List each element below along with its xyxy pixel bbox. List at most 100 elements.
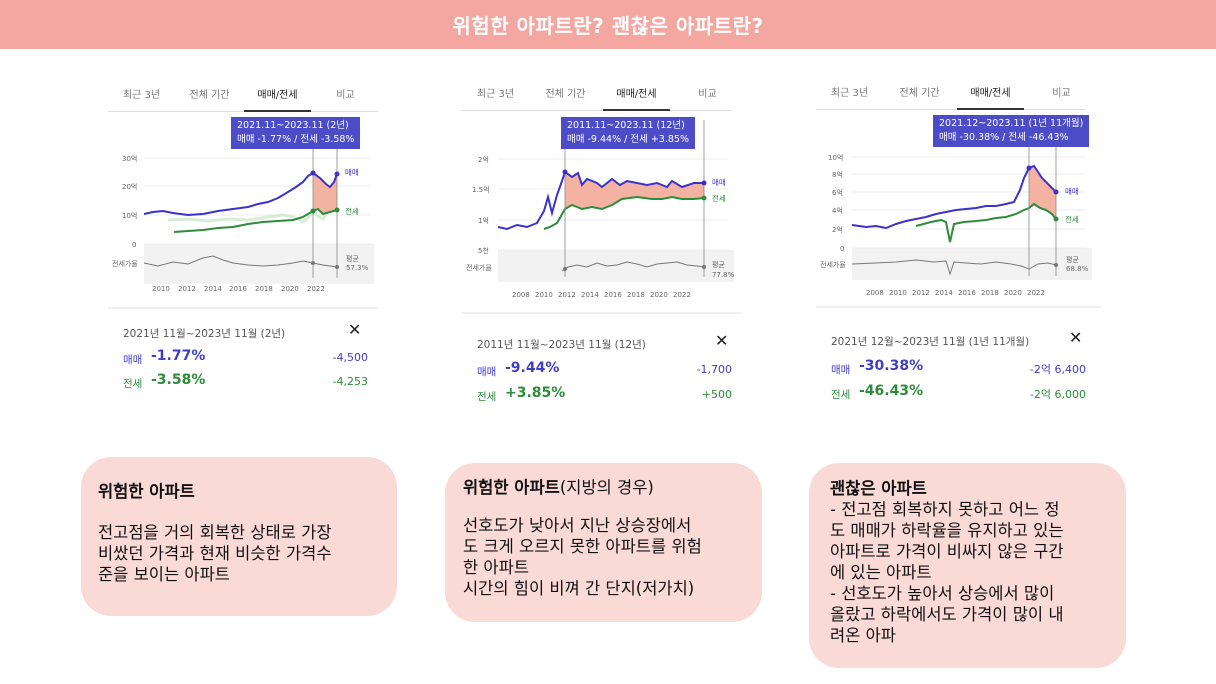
drop-area-fill: [565, 172, 704, 209]
summary-jeonse-pct: -46.43%: [859, 383, 924, 399]
x-tick: 2012: [178, 285, 196, 293]
avg-value: 77.8%: [712, 271, 735, 279]
tab-compare[interactable]: 비교: [336, 90, 355, 101]
x-tick: 2008: [866, 289, 884, 297]
summary-jeonse-pct: +3.85%: [505, 385, 566, 401]
y-tick: 30억: [122, 155, 137, 163]
sale-price-line: [497, 170, 704, 231]
tab-sale-jeonse[interactable]: 매매/전세: [244, 80, 311, 112]
chart-panel-1: 최근 3년 전체 기간 매매/전세 비교 30억 20억 10억 0 전세가율 …: [108, 80, 408, 410]
jeonse-price-line: [173, 207, 338, 233]
tooltip-range: 2011.11~2023.11 (12년): [567, 120, 685, 131]
x-tick: 2010: [889, 289, 907, 297]
chart-panel-2: 최근 3년 전체 기간 매매/전세 비교 2억 1.5억 1억 5천 전세가율 …: [462, 79, 762, 409]
tab-all-period[interactable]: 전체 기간: [545, 89, 586, 100]
tooltip-range: 2021.11~2023.11 (2년): [237, 120, 349, 131]
sale-price-line: [851, 164, 1057, 230]
sale-price-line: [143, 171, 338, 217]
ratio-band: [144, 244, 374, 284]
tooltip-range: 2021.12~2023.11 (1년 11개월): [939, 118, 1084, 129]
note-risky-apartment-local: 위험한 아파트(지방의 경우) 선호도가 낮아서 지난 상승장에서 도 크게 오…: [445, 463, 762, 622]
tab-sale-jeonse[interactable]: 매매/전세: [603, 79, 670, 111]
tab-sale-jeonse[interactable]: 매매/전세: [957, 78, 1024, 110]
note-title: 위험한 아파트(지방의 경우): [463, 478, 654, 497]
avg-value: 57.3%: [346, 264, 369, 272]
y-tick: 0: [132, 241, 136, 249]
summary-jeonse-diff: -2억 6,000: [1029, 388, 1086, 401]
x-tick: 2014: [581, 291, 599, 299]
tab-recent-3y[interactable]: 최근 3년: [122, 90, 161, 101]
summary-sale-row: 매매 -30.38% -2억 6,400: [831, 358, 1086, 378]
y-tick: 10억: [122, 212, 137, 220]
summary-jeonse-label: 전세: [123, 378, 143, 390]
x-tick: 2016: [229, 285, 247, 293]
summary-sale-diff: -2억 6,400: [1029, 363, 1086, 376]
y-tick: 20억: [122, 183, 137, 191]
tab-all-period[interactable]: 전체 기간: [189, 90, 230, 101]
tab-compare[interactable]: 비교: [1052, 88, 1071, 99]
summary-sale-diff: -4,500: [332, 351, 368, 364]
tab-bar: 최근 3년 전체 기간 매매/전세 비교: [462, 79, 732, 111]
summary-jeonse-label: 전세: [477, 391, 497, 403]
close-icon[interactable]: ✕: [1069, 328, 1083, 347]
summary-range: 2021년 11월~2023년 11월 (2년): [123, 328, 286, 340]
period-tooltip: 2021.11~2023.11 (2년) 매매 -1.77% / 전세 -3.5…: [231, 117, 361, 149]
tab-recent-3y[interactable]: 최근 3년: [476, 89, 515, 100]
y-tick: 1억: [478, 217, 489, 225]
x-tick: 2012: [558, 291, 576, 299]
period-tooltip: 2011.11~2023.11 (12년) 매매 -9.44% / 전세 +3.…: [561, 117, 695, 149]
summary-sale-label: 매매: [477, 366, 497, 378]
note-body: 선호도가 낮아서 지난 상승장에서 도 크게 오르지 못한 아파트를 위험 한 …: [463, 516, 702, 598]
summary-sale-diff: -1,700: [696, 363, 732, 376]
summary-sale-row: 매매 -9.44% -1,700: [477, 360, 732, 380]
avg-label: 평균: [1066, 255, 1079, 264]
tab-all-period[interactable]: 전체 기간: [899, 88, 940, 99]
ratio-line: [143, 255, 338, 268]
avg-value: 68.8%: [1066, 265, 1089, 273]
y-tick: 4억: [832, 207, 843, 215]
drop-area-fill: [313, 173, 337, 214]
ratio-line: [561, 261, 705, 272]
tab-recent-3y[interactable]: 최근 3년: [830, 88, 869, 99]
tooltip-values: 매매 -1.77% / 전세 -3.58%: [237, 134, 355, 145]
tab-compare[interactable]: 비교: [698, 89, 717, 100]
header-banner: 위험한 아파트란? 괜찮은 아파트란?: [0, 0, 1216, 49]
avg-label: 평균: [712, 260, 725, 269]
summary-sale-row: 매매 -1.77% -4,500: [123, 348, 368, 368]
jeonse-label: 전세: [345, 206, 359, 216]
summary-sale-label: 매매: [831, 364, 851, 376]
note-body: 전고점을 거의 회복한 상태로 가장 비쌌던 가격과 현재 비슷한 가격수 준을…: [98, 523, 332, 584]
x-tick: 2020: [650, 291, 668, 299]
drop-area-fill: [1029, 166, 1056, 219]
x-tick: 2022: [673, 291, 691, 299]
note-title: 괜찮은 아파트: [830, 479, 927, 498]
jeonse-label: 전세: [712, 193, 726, 203]
x-tick: 2020: [1004, 289, 1022, 297]
jeonse-price-line: [543, 195, 705, 230]
close-icon[interactable]: ✕: [715, 331, 729, 350]
summary-jeonse-row: 전세 +3.85% +500: [477, 385, 732, 405]
summary-sale-pct: -9.44%: [505, 360, 560, 376]
ratio-label: 전세가율: [820, 260, 846, 269]
tooltip-values: 매매 -9.44% / 전세 +3.85%: [567, 134, 689, 145]
ratio-label: 전세가율: [112, 259, 138, 268]
jeonse-label: 전세: [1065, 214, 1079, 224]
note-good-apartment: 괜찮은 아파트 - 전고점 회복하지 못하고 어느 정 도 매매가 하락율을 유…: [809, 463, 1126, 668]
close-icon[interactable]: ✕: [348, 320, 362, 339]
ratio-line: [851, 259, 1057, 276]
x-tick: 2020: [281, 285, 299, 293]
ratio-label: 전세가율: [466, 263, 492, 272]
note-body: - 전고점 회복하지 못하고 어느 정 도 매매가 하락율을 유지하고 있는 아…: [830, 500, 1064, 645]
summary-range: 2021년 12월~2023년 11월 (1년 11개월): [831, 336, 1030, 348]
summary-jeonse-diff: -4,253: [332, 375, 368, 388]
x-tick: 2022: [1027, 289, 1045, 297]
summary-jeonse-row: 전세 -46.43% -2억 6,000: [831, 383, 1086, 403]
x-tick: 2018: [981, 289, 999, 297]
x-tick: 2022: [307, 285, 325, 293]
price-chart: 2억 1.5억 1억 5천 전세가율 매매 전세 평균 77.8% 2008 2…: [462, 120, 742, 314]
summary-sale-pct: -30.38%: [859, 358, 924, 374]
sale-label: 매매: [712, 178, 726, 187]
summary-sale-pct: -1.77%: [151, 348, 206, 364]
note-risky-apartment: 위험한 아파트 전고점을 거의 회복한 상태로 가장 비쌌던 가격과 현재 비슷…: [81, 457, 397, 616]
x-tick: 2010: [535, 291, 553, 299]
